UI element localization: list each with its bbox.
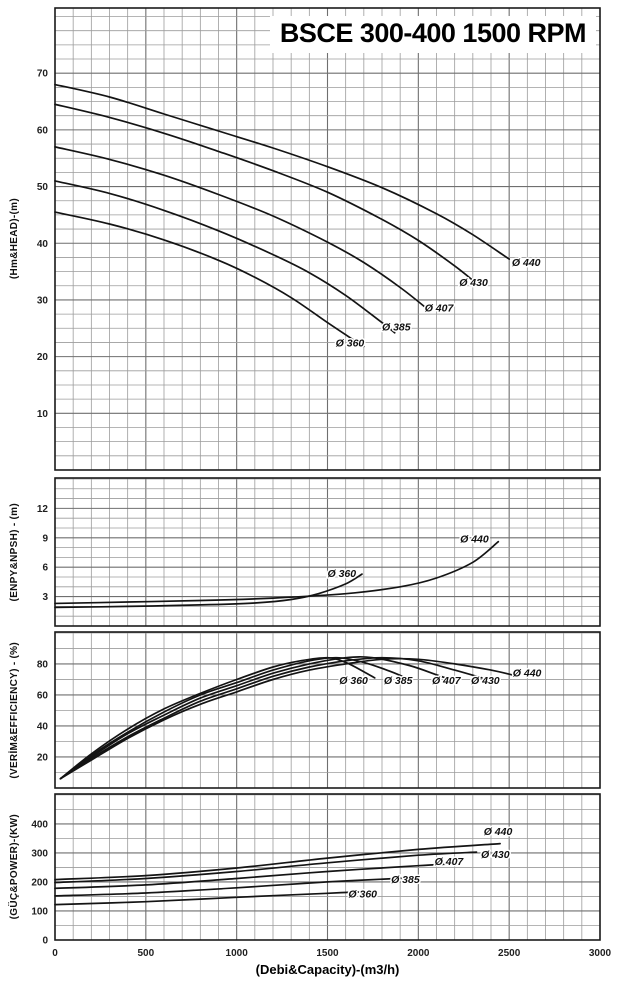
curve-efficiency: [59, 657, 520, 780]
curve-head: [54, 211, 365, 348]
y-tick-label: 10: [37, 409, 49, 420]
panel-frame-head: [54, 7, 601, 471]
curve-npsh: [54, 540, 500, 605]
y-tick-label: 6: [42, 563, 48, 574]
curve-label: Ø 360: [336, 337, 365, 349]
curve-head: [54, 83, 511, 260]
curve-label: Ø 430: [459, 277, 488, 289]
x-tick-label: 0: [52, 948, 58, 959]
y-axis-title-head-text: (Hm&HEAD)-(m): [8, 198, 20, 280]
y-tick-label: 40: [37, 239, 49, 250]
y-tick-label: 400: [31, 819, 48, 830]
curve-head: [54, 103, 476, 283]
curve-label: Ø 360: [328, 568, 357, 580]
curve-label: Ø 360: [339, 675, 368, 687]
curve-head: [54, 146, 429, 310]
y-tick-label: 300: [31, 848, 48, 859]
curve-label: Ø 440: [460, 534, 489, 546]
curve-label: Ø 440: [513, 667, 542, 679]
x-tick-label: 1500: [316, 948, 339, 959]
curve-label: Ø 385: [382, 322, 411, 334]
curve-power: [54, 851, 478, 884]
curve-label: Ø 385: [384, 675, 413, 687]
y-tick-label: 20: [37, 352, 49, 363]
chart-title: BSCE 300-400 1500 RPM: [269, 16, 596, 53]
y-tick-label: 30: [37, 295, 49, 306]
curve-power: [54, 863, 447, 890]
y-axis-title-npsh: (ENPY&NPSH) - (m): [2, 478, 26, 626]
y-tick-label: 60: [37, 125, 49, 136]
y-tick-label: 9: [42, 533, 48, 544]
x-axis-title: (Debi&Capacity)-(m3/h): [255, 962, 400, 977]
curve-label: Ø 407: [435, 856, 465, 868]
y-tick-label: 12: [37, 504, 49, 515]
y-axis-title-efficiency-text: (VERİM&EFFICIENCY) - (%): [8, 641, 20, 779]
y-tick-label: 200: [31, 877, 48, 888]
y-tick-label: 50: [37, 182, 49, 193]
y-tick-label: 80: [37, 659, 49, 670]
y-tick-label: 60: [37, 690, 49, 701]
y-axis-title-npsh-text: (ENPY&NPSH) - (m): [8, 502, 20, 602]
curve-label: Ø 360: [348, 889, 377, 901]
curve-label: Ø 440: [484, 826, 513, 838]
curve-head: [54, 180, 396, 334]
x-tick-label: 2000: [407, 948, 430, 959]
curve-label: Ø 440: [512, 257, 541, 269]
curve-power: [54, 890, 365, 906]
y-axis-title-head: (Hm&HEAD)-(m): [2, 8, 26, 470]
curve-npsh: [54, 573, 363, 609]
y-axis-title-efficiency: (VERİM&EFFICIENCY) - (%): [2, 632, 26, 788]
x-tick-label: 1000: [226, 948, 249, 959]
y-tick-label: 40: [37, 721, 49, 732]
y-tick-label: 0: [42, 936, 48, 947]
panel-frame-power: [54, 793, 601, 941]
curve-efficiency: [59, 656, 411, 780]
curve-label: Ø 430: [481, 849, 510, 861]
x-tick-label: 2500: [498, 948, 521, 959]
curve-efficiency: [59, 656, 483, 780]
curve-label: Ø 385: [391, 874, 420, 886]
curve-label: Ø 407: [432, 675, 462, 687]
x-tick-label: 500: [137, 948, 154, 959]
panel-frame-efficiency: [54, 631, 601, 789]
curve-power: [54, 842, 501, 881]
panel-frame-npsh: [54, 477, 601, 627]
y-axis-title-power: (GÜÇ&POWER)-(KW): [2, 794, 26, 940]
x-tick-label: 3000: [589, 948, 612, 959]
curve-efficiency: [59, 655, 447, 780]
curve-power: [54, 877, 411, 897]
y-tick-label: 70: [37, 69, 49, 80]
curve-label: Ø 407: [425, 302, 455, 314]
y-tick-label: 3: [42, 592, 48, 603]
y-tick-label: 100: [31, 906, 48, 917]
y-tick-label: 20: [37, 752, 49, 763]
y-axis-title-power-text: (GÜÇ&POWER)-(KW): [8, 814, 20, 920]
curve-label: Ø 430: [471, 675, 500, 687]
